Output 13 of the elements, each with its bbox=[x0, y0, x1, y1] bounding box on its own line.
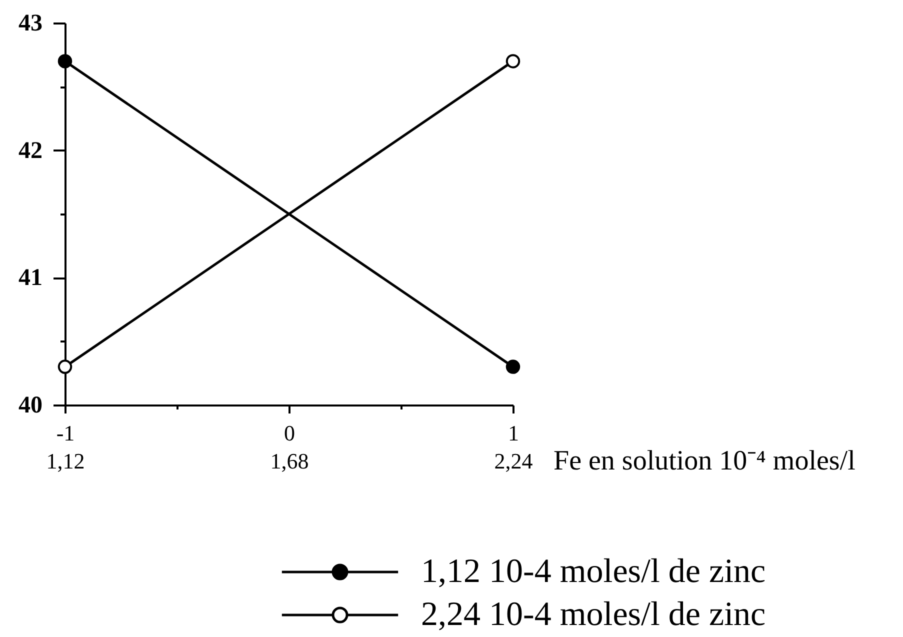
x-tick-label: 1 bbox=[508, 420, 519, 446]
legend-label: 1,12 10-4 moles/l de zinc bbox=[421, 553, 766, 590]
x-tick-label: -1 bbox=[56, 420, 75, 446]
x2-tick-label: 2,24 bbox=[494, 448, 533, 474]
x2-axis-title: Fe en solution 10⁻⁴ moles/l bbox=[554, 446, 856, 476]
y-tick-label: 42 bbox=[18, 138, 42, 164]
y-tick-label: 41 bbox=[18, 265, 42, 292]
x-tick-label: 0 bbox=[284, 420, 295, 446]
x2-tick-label: 1,12 bbox=[46, 448, 85, 474]
y-tick-label: 40 bbox=[18, 392, 42, 418]
x2-tick-label: 1,68 bbox=[270, 448, 309, 474]
y-tick-label: 43 bbox=[18, 10, 42, 36]
legend-label: 2,24 10-4 moles/l de zinc bbox=[421, 596, 766, 633]
